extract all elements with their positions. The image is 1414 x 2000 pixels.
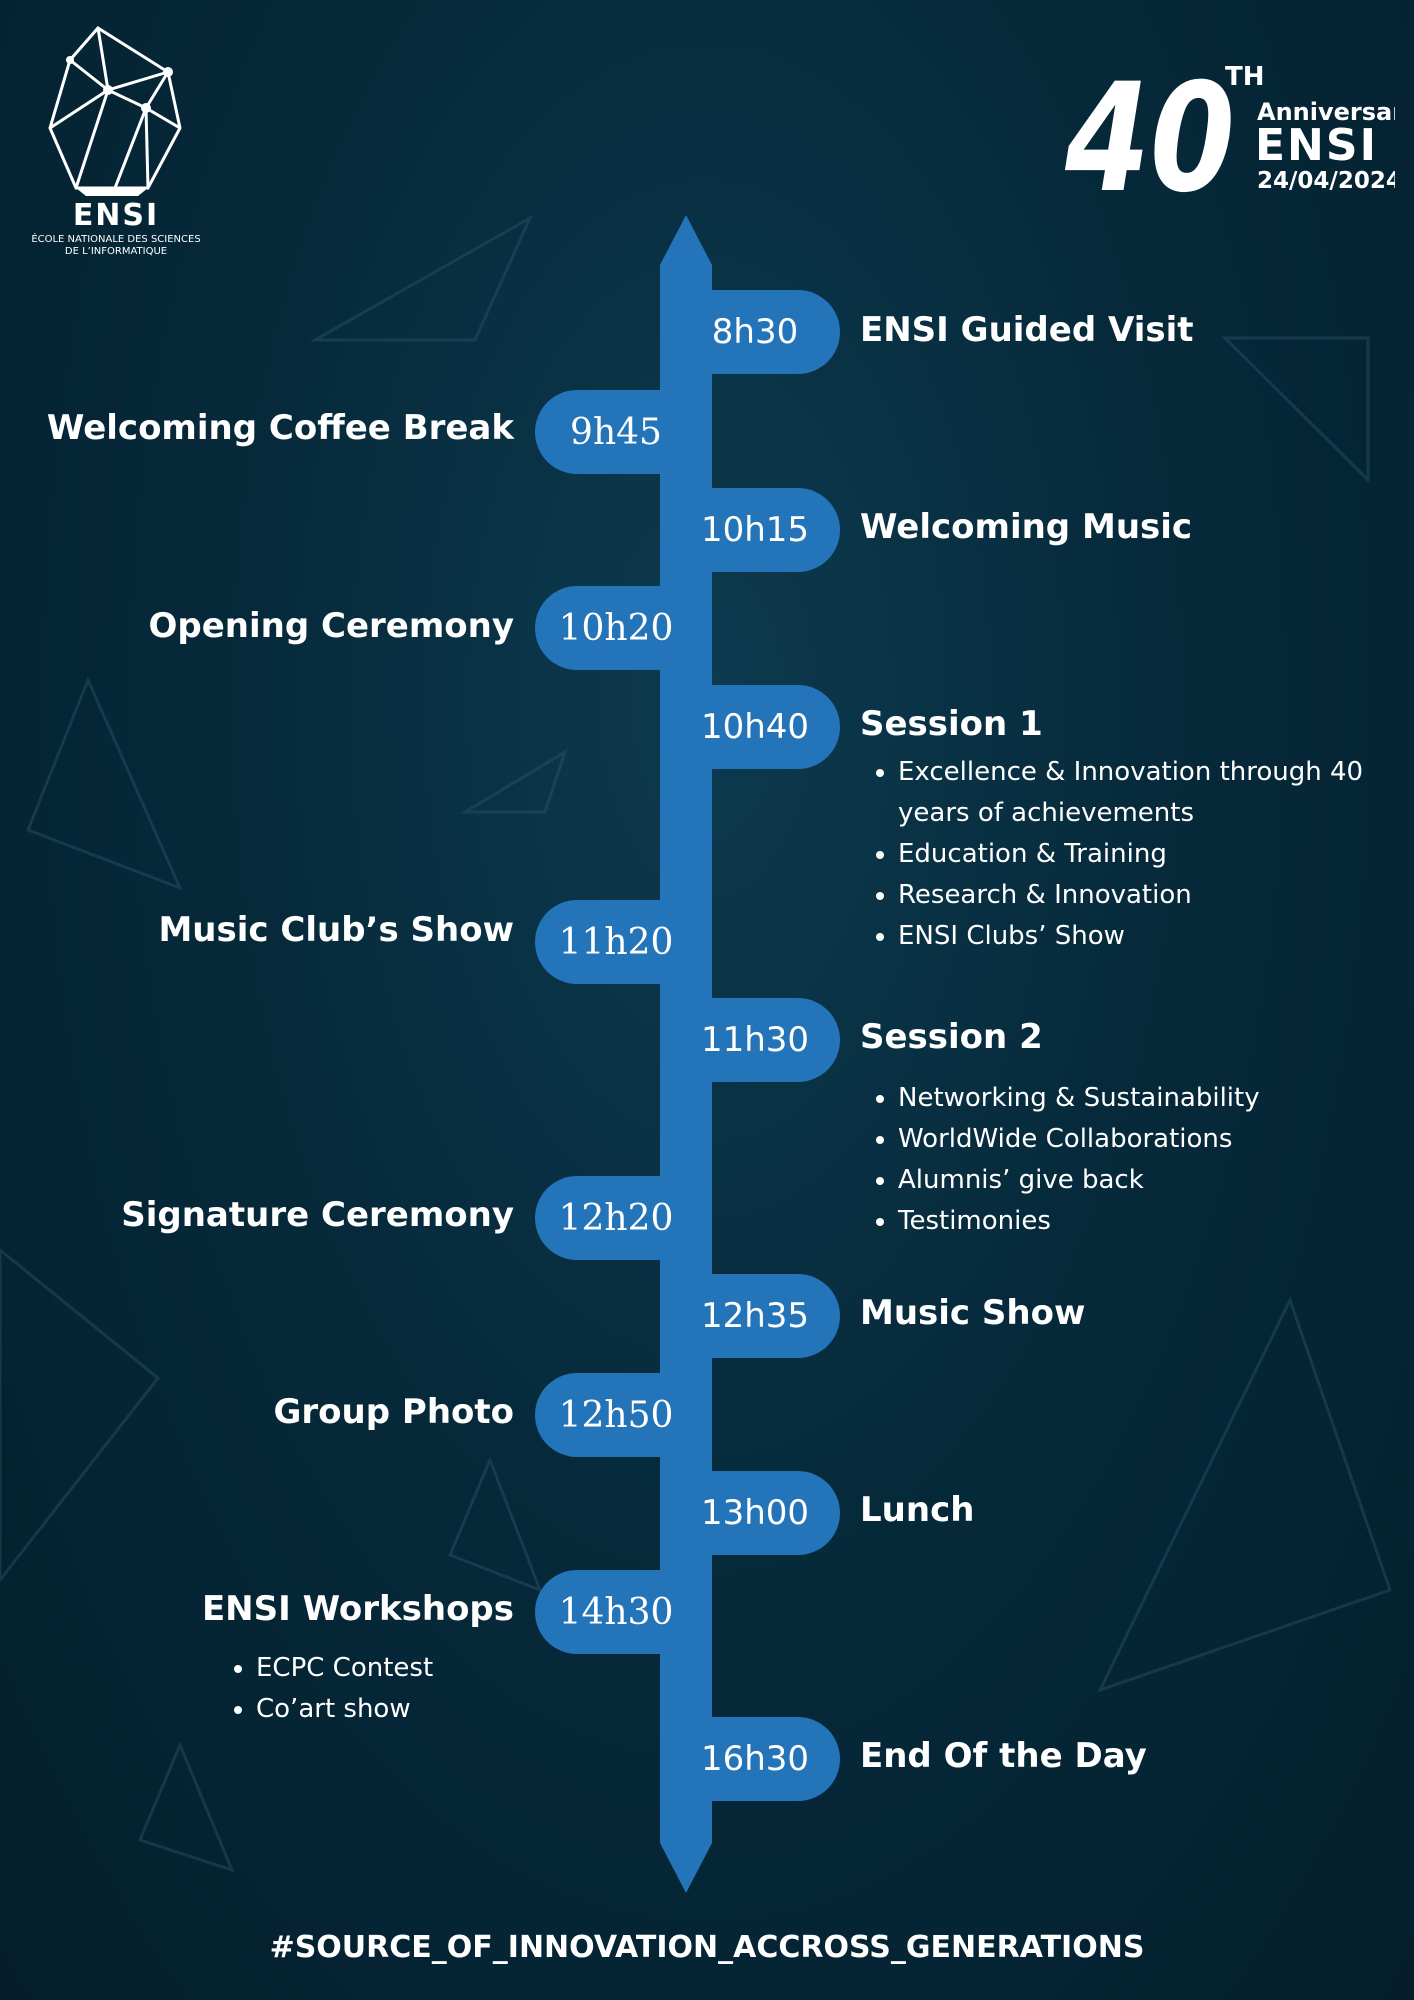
event-title: Opening Ceremony <box>148 606 514 646</box>
time-tag: 10h15 <box>700 488 840 572</box>
workshops-list: ECPC Contest Co’art show <box>220 1648 556 1730</box>
event-title: Music Show <box>860 1293 1086 1333</box>
event-title: Welcoming Music <box>860 507 1193 547</box>
list-item: Networking & Sustainability <box>898 1078 1398 1119</box>
event-title: Music Club’s Show <box>158 910 514 950</box>
list-item: WorldWide Collaborations <box>898 1119 1398 1160</box>
event-title: Session 2 <box>860 1017 1043 1057</box>
time-tag: 11h30 <box>700 998 840 1082</box>
event-title: End Of the Day <box>860 1736 1147 1776</box>
time-tag: 12h50 <box>535 1373 675 1457</box>
time-label: 14h30 <box>558 1591 674 1633</box>
time-label: 10h20 <box>558 607 674 649</box>
time-tag: 12h20 <box>535 1176 675 1260</box>
time-label: 12h35 <box>700 1296 810 1336</box>
anniversary-brand: ENSI <box>1255 120 1378 171</box>
time-label: 13h00 <box>700 1493 810 1533</box>
event-title: Welcoming Coffee Break <box>46 408 514 448</box>
anniversary-badge: 40 TH Anniversary ENSI 24/04/2024 <box>1065 52 1395 210</box>
event-title: Lunch <box>860 1490 975 1530</box>
list-item: Testimonies <box>898 1201 1398 1242</box>
ensi-logo: ENSI ÉCOLE NATIONALE DES SCIENCES DE L’I… <box>31 26 201 257</box>
time-label: 9h45 <box>570 411 662 453</box>
list-item: Education & Training <box>898 834 1398 875</box>
logo-caption-line2: DE L’INFORMATIQUE <box>65 246 167 257</box>
time-tag: 8h30 <box>700 290 840 374</box>
list-item: Research & Innovation <box>898 875 1398 916</box>
time-tag: 12h35 <box>700 1274 840 1358</box>
time-tag: 13h00 <box>700 1471 840 1555</box>
event-title: ENSI Guided Visit <box>860 310 1194 350</box>
time-tag: 16h30 <box>700 1717 840 1801</box>
time-label: 12h50 <box>558 1394 674 1436</box>
event-title: Session 1 <box>860 704 1043 744</box>
list-item: Alumnis’ give back <box>898 1160 1398 1201</box>
time-tag: 11h20 <box>535 900 675 984</box>
time-tag: 14h30 <box>535 1570 675 1654</box>
time-label: 10h40 <box>700 707 810 747</box>
hashtag-footer: #SOURCE_OF_INNOVATION_ACCROSS_GENERATION… <box>269 1930 1145 1965</box>
time-label: 8h30 <box>711 312 799 352</box>
list-item: ENSI Clubs’ Show <box>898 916 1398 957</box>
list-item: Excellence & Innovation through 40 years… <box>898 752 1398 834</box>
time-label: 12h20 <box>558 1197 674 1239</box>
list-item: Co’art show <box>256 1689 556 1730</box>
time-tag: 10h20 <box>535 586 675 670</box>
logo-caption-line1: ÉCOLE NATIONALE DES SCIENCES <box>31 232 200 245</box>
session-1-topics: Excellence & Innovation through 40 years… <box>862 752 1398 957</box>
session-2-topics: Networking & Sustainability WorldWide Co… <box>862 1078 1398 1242</box>
time-label: 11h20 <box>558 921 674 963</box>
anniversary-word: Anniversary <box>1257 98 1395 126</box>
anniversary-date: 24/04/2024 <box>1257 168 1395 194</box>
anniversary-number: 40 <box>1065 52 1235 210</box>
time-label: 11h30 <box>700 1020 810 1060</box>
time-label: 16h30 <box>700 1739 810 1779</box>
event-title: Group Photo <box>273 1392 514 1432</box>
list-item: ECPC Contest <box>256 1648 556 1689</box>
anniversary-suffix: TH <box>1225 62 1265 92</box>
event-title: Signature Ceremony <box>121 1195 514 1235</box>
logo-wordmark: ENSI <box>73 198 159 233</box>
event-title: ENSI Workshops <box>201 1589 514 1629</box>
time-tag: 9h45 <box>535 390 675 474</box>
time-tag: 10h40 <box>700 685 840 769</box>
time-label: 10h15 <box>700 510 810 550</box>
